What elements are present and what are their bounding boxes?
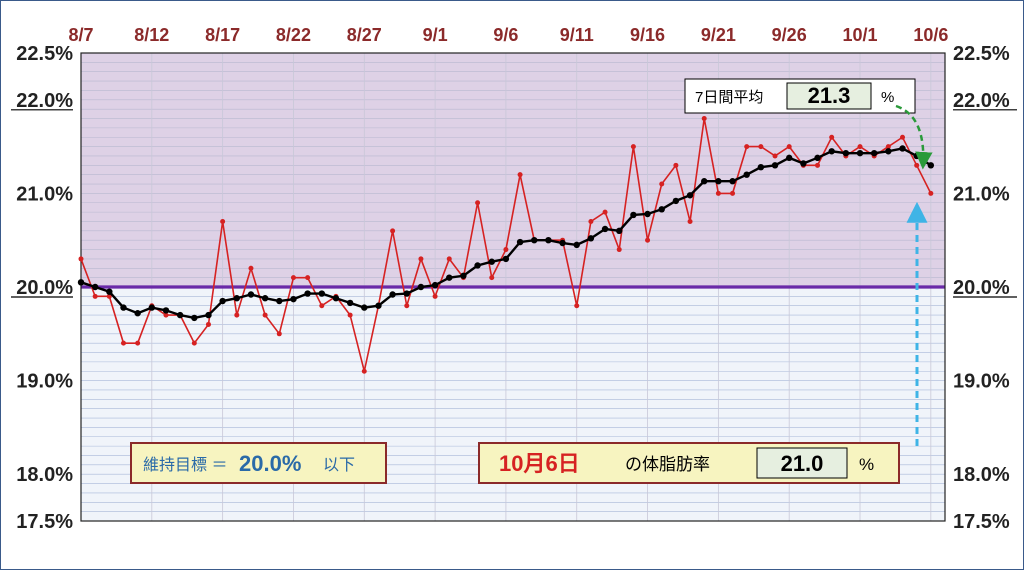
x-tick-label: 9/11 <box>560 25 594 45</box>
y-tick-label-right: 20.0% <box>953 277 1010 299</box>
y-tick-label-left: 17.5% <box>16 511 73 533</box>
x-tick-label: 10/6 <box>913 25 948 45</box>
bodyfat-label: の体脂肪率 <box>625 455 710 474</box>
y-tick-label-left: 22.0% <box>16 90 73 112</box>
x-tick-label: 9/6 <box>493 25 518 45</box>
y-tick-label-right: 18.0% <box>953 464 1010 486</box>
x-tick-label: 10/1 <box>842 25 877 45</box>
y-tick-label-right: 17.5% <box>953 511 1010 533</box>
y-tick-label-left: 21.0% <box>16 183 73 205</box>
x-tick-label: 8/17 <box>205 25 240 45</box>
x-tick-label: 9/1 <box>423 25 448 45</box>
x-tick-label: 9/16 <box>630 25 665 45</box>
y-tick-label-right: 22.5% <box>953 43 1010 65</box>
bodyfat-value: 21.0 <box>781 451 824 476</box>
x-tick-label: 8/27 <box>347 25 382 45</box>
y-tick-label-left: 20.0% <box>16 277 73 299</box>
y-tick-label-right: 19.0% <box>953 371 1010 393</box>
chart-canvas: 8/7 8/12 8/17 8/22 8/27 9/1 9/6 9/11 9/16 9/21 9/2… <box>1 1 1023 569</box>
y-tick-label-left: 19.0% <box>16 371 73 393</box>
goal-value: 20.0% <box>239 451 301 476</box>
y-tick-label-left: 22.5% <box>16 43 73 65</box>
y-tick-label-right: 22.0% <box>953 90 1010 112</box>
goal-callout: 維持目標 ＝ 20.0% 以下 <box>131 443 386 483</box>
chart-frame: 8/7 8/12 8/17 8/22 8/27 9/1 9/6 9/11 9/16 9/21 9/2… <box>0 0 1024 570</box>
y-tick-label-left: 18.0% <box>16 464 73 486</box>
goal-label: 維持目標 ＝ <box>143 456 227 474</box>
avg-value: 21.3 <box>808 83 851 108</box>
x-tick-label: 8/12 <box>134 25 169 45</box>
x-tick-label: 8/22 <box>276 25 311 45</box>
x-tick-label: 8/7 <box>68 25 93 45</box>
x-tick-label: 9/26 <box>772 25 807 45</box>
svg-text:%: % <box>859 455 874 474</box>
bodyfat-date: 10月6日 <box>499 451 580 476</box>
y-tick-label-right: 21.0% <box>953 183 1010 205</box>
svg-text:以下: 以下 <box>323 457 355 474</box>
svg-text:%: % <box>881 89 894 106</box>
x-tick-label: 9/21 <box>701 25 736 45</box>
avg-label: 7日間平均 <box>695 89 763 106</box>
